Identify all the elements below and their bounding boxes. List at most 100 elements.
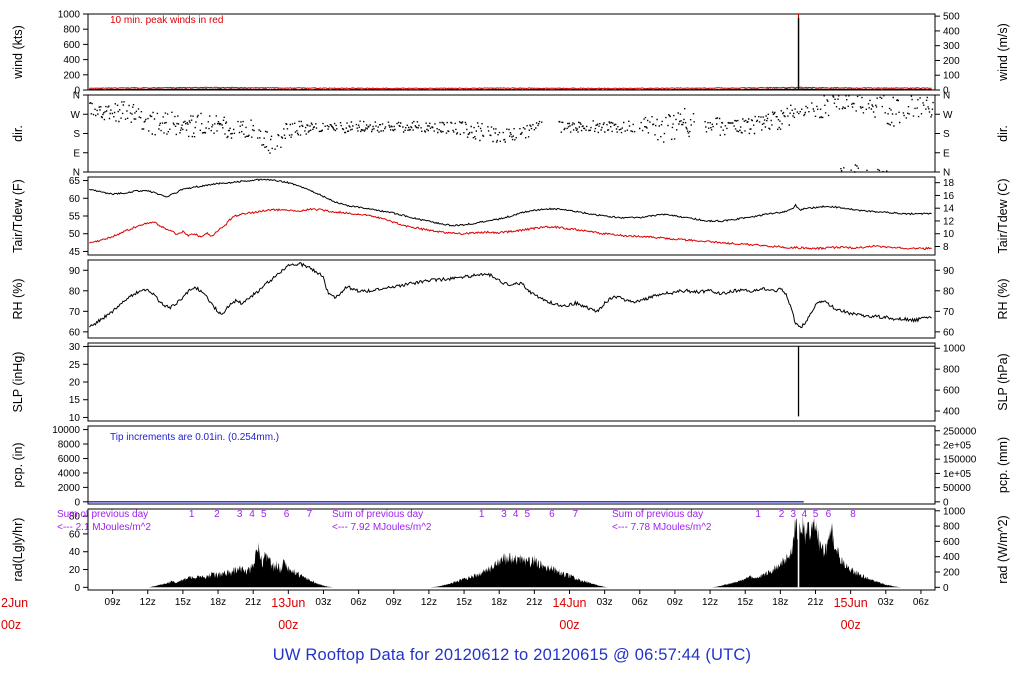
x-tick-label: 09z xyxy=(667,597,683,608)
y-tick-label: N xyxy=(73,91,80,102)
annotation: Sum of previous day xyxy=(332,509,423,520)
x-tick-label: 03z xyxy=(878,597,894,608)
series-tair-line xyxy=(89,178,932,227)
x-date-label: 00z xyxy=(841,618,861,632)
y-tick-label: 400 xyxy=(943,552,960,563)
x-date-label: 00z xyxy=(559,618,579,632)
annotation: 2 xyxy=(779,509,785,520)
x-tick-label: 21z xyxy=(245,597,261,608)
series-dir-scatter xyxy=(89,94,934,173)
y-tick-label: 60 xyxy=(69,529,81,540)
y-tick-label: 600 xyxy=(943,386,960,397)
y-tick-label: S xyxy=(943,129,950,140)
axis-title-right-slp: SLP (hPa) xyxy=(996,353,1010,410)
y-tick-label: 90 xyxy=(943,266,955,277)
x-date-label: 00z xyxy=(278,618,298,632)
x-tick-label: 12z xyxy=(140,597,156,608)
y-tick-label: 1000 xyxy=(943,344,966,355)
panel-pcp: 0 2000 4000 6000 8000 10000 0 50000 1e+05 150000 2… xyxy=(11,425,1010,508)
axis-title-left-rad: rad(Lgly/hr) xyxy=(11,518,25,582)
panel-border xyxy=(87,259,936,339)
axis-title-right-rad: rad (W/m^2) xyxy=(996,515,1010,583)
panel-border xyxy=(87,342,936,422)
x-tick-label: 18z xyxy=(772,597,788,608)
y-tick-label: 250000 xyxy=(943,426,977,437)
annotation: 4 xyxy=(513,509,519,520)
x-tick-label: 21z xyxy=(807,597,823,608)
x-tick-label: 15z xyxy=(175,597,191,608)
y-tick-label: 1e+05 xyxy=(943,469,972,480)
annotation: 5 xyxy=(525,509,531,520)
annotation: <--- 7.92 MJoules/m^2 xyxy=(332,522,432,533)
y-tick-label: N xyxy=(73,168,80,179)
y-tick-label: 600 xyxy=(943,537,960,548)
annotation: 3 xyxy=(790,509,796,520)
x-tick-label: 09z xyxy=(386,597,402,608)
x-tick-label: 03z xyxy=(315,597,331,608)
series-rad-day2 xyxy=(428,552,611,588)
annotation: 4 xyxy=(802,509,808,520)
x-tick-label: 03z xyxy=(597,597,613,608)
y-tick-label: 400 xyxy=(63,55,80,66)
annotation: 7 xyxy=(307,509,313,520)
annotation: Sum of previous day xyxy=(57,509,148,520)
x-tick-label: 21z xyxy=(526,597,542,608)
x-date-label: 15Jun xyxy=(834,596,868,610)
axis-title-left-dir: dir. xyxy=(11,125,25,142)
series-wind-mean-line xyxy=(89,88,932,91)
x-date-label-clipped: 00z xyxy=(1,618,21,632)
series-tdew-line xyxy=(89,207,932,251)
y-tick-label: 10000 xyxy=(52,425,80,436)
y-tick-label: 40 xyxy=(69,547,81,558)
y-tick-label: 55 xyxy=(69,212,81,223)
y-tick-label: 30 xyxy=(69,342,81,353)
y-tick-label: 80 xyxy=(943,286,955,297)
annotation: 1 xyxy=(479,509,485,520)
annotation: 1 xyxy=(755,509,761,520)
panel-slp: 10 15 20 25 30 400 600 800 1000 SLP (inHg) SLP (hP… xyxy=(11,342,1010,424)
y-tick-label: 200 xyxy=(63,70,80,81)
figure-title: UW Rooftop Data for 20120612 to 20120615… xyxy=(272,646,752,664)
x-tick-label: 12z xyxy=(421,597,437,608)
axis-title-left-tair: Tair/Tdew (F) xyxy=(11,179,25,253)
y-tick-label: 45 xyxy=(69,247,81,258)
panel-wind: 0 200 400 600 800 1000 0 100 200 300 400 500 wind (k… xyxy=(11,10,1010,97)
axis-title-right-wind: wind (m/s) xyxy=(996,23,1010,82)
axis-title-right-pcp: pcp. (mm) xyxy=(996,437,1010,493)
annotation: Sum of previous day xyxy=(612,509,703,520)
y-tick-label: 16 xyxy=(943,191,955,202)
axis-title-left-slp: SLP (inHg) xyxy=(11,352,25,413)
y-tick-label: 2000 xyxy=(58,483,81,494)
axis-title-right-tair: Tair/Tdew (C) xyxy=(996,178,1010,253)
y-tick-label: 10 xyxy=(943,229,955,240)
x-tick-label: 18z xyxy=(210,597,226,608)
x-tick-label: 06z xyxy=(632,597,648,608)
annotation: Tip increments are 0.01in. (0.254mm.) xyxy=(110,432,279,443)
panel-border xyxy=(87,508,936,591)
series-rad-day3 xyxy=(710,513,904,588)
annotation: 1 xyxy=(189,509,195,520)
y-tick-label: 14 xyxy=(943,204,955,215)
annotation: 2 xyxy=(214,509,220,520)
x-date-label: 13Jun xyxy=(271,596,305,610)
y-tick-label: 600 xyxy=(63,40,80,51)
axis-title-left-pcp: pcp. (in) xyxy=(11,442,25,487)
y-tick-label: 18 xyxy=(943,178,955,189)
y-tick-label: 80 xyxy=(69,512,81,523)
x-tick-label: 15z xyxy=(456,597,472,608)
annotation: 7 xyxy=(573,509,579,520)
x-date-label: 14Jun xyxy=(552,596,586,610)
y-tick-label: N xyxy=(943,91,950,102)
y-tick-label: 4000 xyxy=(58,468,81,479)
panel-border xyxy=(87,94,936,173)
y-tick-label: 800 xyxy=(63,25,80,36)
y-tick-label: 2e+05 xyxy=(943,440,972,451)
y-tick-label: N xyxy=(943,168,950,179)
axis-title-right-dir: dir. xyxy=(996,125,1010,142)
y-tick-label: 0 xyxy=(943,583,949,594)
x-tick-label: 15z xyxy=(737,597,753,608)
